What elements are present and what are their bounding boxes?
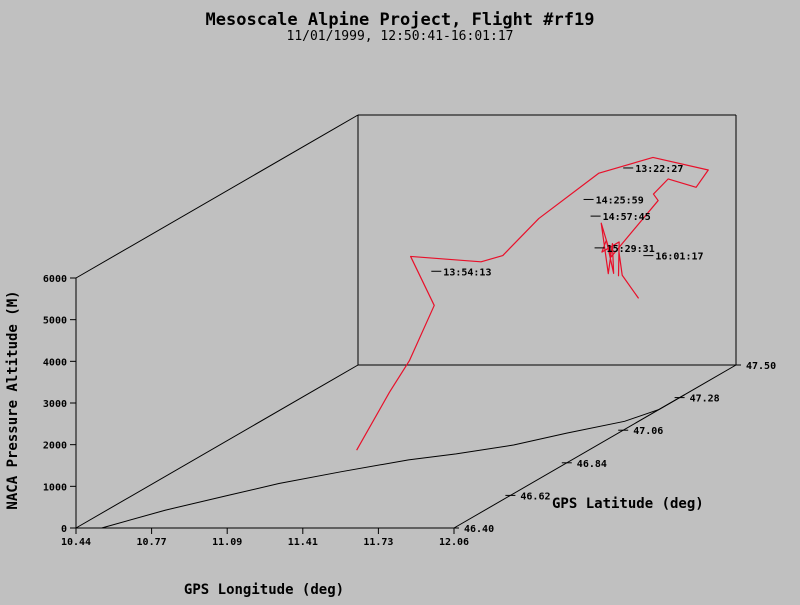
time-label: 16:01:17 — [655, 252, 703, 263]
x-tick-label: 12.06 — [439, 537, 469, 548]
y-tick-label: 46.84 — [577, 459, 607, 470]
z-tick-label: 0 — [61, 524, 67, 535]
ground-track-line — [101, 394, 685, 529]
ground-track — [101, 394, 685, 529]
x-tick-label: 11.73 — [363, 537, 393, 548]
time-label: 15:29:31 — [607, 244, 655, 255]
z-tick-label: 6000 — [43, 274, 67, 285]
x-tick-label: 11.41 — [288, 537, 318, 548]
z-tick-label: 1000 — [43, 482, 67, 493]
time-annotations: 13:22:27 14:25:59 14:57:45 13:54:13 15:29:31… — [431, 164, 704, 278]
x-tick-label: 11.09 — [212, 537, 242, 548]
z-tick-label: 5000 — [43, 316, 67, 327]
axis-frame-edge — [453, 364, 737, 529]
time-label: 13:54:13 — [443, 267, 491, 278]
y-tick-label: 47.28 — [690, 394, 720, 405]
axis-frame-edge — [75, 114, 359, 279]
axis-ticks: 10.44 10.77 11.09 11.41 11.73 12.06 46.40 46.62… — [43, 274, 776, 548]
chart-title: Mesoscale Alpine Project, Flight #rf19 — [206, 10, 595, 30]
y-tick-label: 47.06 — [633, 426, 663, 437]
x-tick-label: 10.44 — [61, 537, 91, 548]
x-axis-label: GPS Longitude (deg) — [184, 582, 344, 598]
y-axis-label: GPS Latitude (deg) — [552, 496, 704, 512]
axis-frame-edge — [75, 364, 359, 529]
chart-subtitle: 11/01/1999, 12:50:41-16:01:17 — [287, 29, 514, 44]
y-tick-label: 46.40 — [464, 524, 494, 535]
flight-track-line — [356, 156, 709, 451]
z-tick-label: 4000 — [43, 357, 67, 368]
axis-box — [75, 114, 737, 529]
y-tick-label: 47.50 — [746, 361, 776, 372]
time-label: 14:25:59 — [596, 195, 644, 206]
z-tick-label: 2000 — [43, 441, 67, 452]
flight-track — [356, 156, 709, 451]
y-tick-label: 46.62 — [520, 491, 550, 502]
z-tick-label: 3000 — [43, 399, 67, 410]
time-label: 13:22:27 — [635, 164, 683, 175]
z-axis-label: NACA Pressure Altitude (M) — [5, 290, 21, 509]
x-tick-label: 10.77 — [137, 537, 167, 548]
time-label: 14:57:45 — [603, 212, 651, 223]
